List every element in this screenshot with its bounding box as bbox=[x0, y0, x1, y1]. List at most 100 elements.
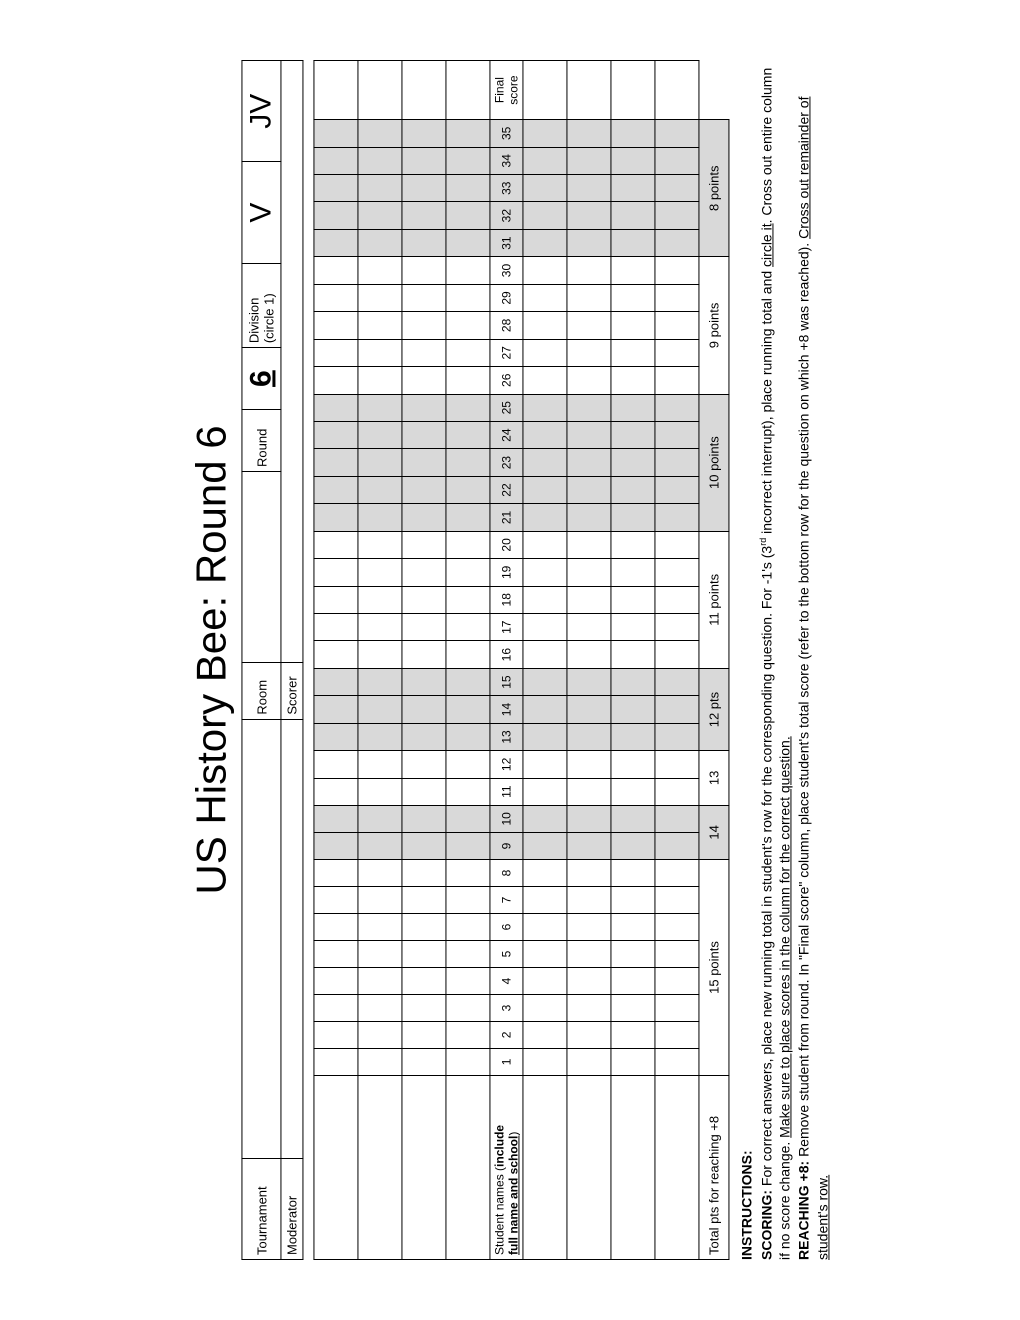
score-cell[interactable] bbox=[523, 559, 567, 586]
score-cell[interactable] bbox=[567, 860, 611, 887]
score-cell[interactable] bbox=[523, 312, 567, 339]
score-cell[interactable] bbox=[446, 994, 490, 1021]
score-cell[interactable] bbox=[402, 312, 446, 339]
score-cell[interactable] bbox=[446, 312, 490, 339]
score-cell[interactable] bbox=[611, 476, 655, 503]
score-cell[interactable] bbox=[314, 641, 358, 668]
score-cell[interactable] bbox=[611, 421, 655, 448]
score-cell[interactable] bbox=[655, 284, 699, 311]
score-cell[interactable] bbox=[655, 805, 699, 832]
score-cell[interactable] bbox=[358, 421, 402, 448]
score-cell[interactable] bbox=[567, 833, 611, 860]
score-cell[interactable] bbox=[314, 751, 358, 778]
score-cell[interactable] bbox=[567, 668, 611, 695]
score-cell[interactable] bbox=[358, 668, 402, 695]
score-cell[interactable] bbox=[402, 751, 446, 778]
final-score-cell[interactable] bbox=[655, 61, 699, 120]
score-cell[interactable] bbox=[446, 586, 490, 613]
score-cell[interactable] bbox=[567, 805, 611, 832]
score-cell[interactable] bbox=[611, 941, 655, 968]
score-cell[interactable] bbox=[314, 586, 358, 613]
score-cell[interactable] bbox=[402, 229, 446, 256]
score-cell[interactable] bbox=[611, 449, 655, 476]
score-cell[interactable] bbox=[567, 586, 611, 613]
score-cell[interactable] bbox=[314, 559, 358, 586]
score-cell[interactable] bbox=[358, 751, 402, 778]
score-cell[interactable] bbox=[523, 257, 567, 284]
score-cell[interactable] bbox=[402, 723, 446, 750]
score-cell[interactable] bbox=[567, 284, 611, 311]
score-cell[interactable] bbox=[402, 202, 446, 229]
score-cell[interactable] bbox=[611, 202, 655, 229]
score-cell[interactable] bbox=[523, 120, 567, 147]
score-cell[interactable] bbox=[655, 312, 699, 339]
score-cell[interactable] bbox=[314, 202, 358, 229]
score-cell[interactable] bbox=[655, 887, 699, 914]
score-cell[interactable] bbox=[567, 339, 611, 366]
student-name-cell[interactable] bbox=[446, 1075, 490, 1259]
tournament-field[interactable] bbox=[242, 719, 281, 1158]
score-cell[interactable] bbox=[358, 559, 402, 586]
score-cell[interactable] bbox=[446, 229, 490, 256]
final-score-cell[interactable] bbox=[314, 61, 358, 120]
score-cell[interactable] bbox=[358, 696, 402, 723]
score-cell[interactable] bbox=[446, 805, 490, 832]
final-score-cell[interactable] bbox=[358, 61, 402, 120]
score-cell[interactable] bbox=[567, 257, 611, 284]
score-cell[interactable] bbox=[446, 751, 490, 778]
score-cell[interactable] bbox=[523, 668, 567, 695]
score-cell[interactable] bbox=[314, 147, 358, 174]
score-cell[interactable] bbox=[523, 967, 567, 994]
moderator-field[interactable] bbox=[281, 719, 303, 1158]
score-cell[interactable] bbox=[358, 229, 402, 256]
score-cell[interactable] bbox=[611, 778, 655, 805]
score-cell[interactable] bbox=[611, 967, 655, 994]
final-score-cell[interactable] bbox=[446, 61, 490, 120]
score-cell[interactable] bbox=[567, 147, 611, 174]
score-cell[interactable] bbox=[655, 994, 699, 1021]
score-cell[interactable] bbox=[314, 941, 358, 968]
score-cell[interactable] bbox=[446, 476, 490, 503]
score-cell[interactable] bbox=[314, 805, 358, 832]
score-cell[interactable] bbox=[523, 586, 567, 613]
score-cell[interactable] bbox=[523, 696, 567, 723]
score-cell[interactable] bbox=[567, 367, 611, 394]
score-cell[interactable] bbox=[446, 175, 490, 202]
score-cell[interactable] bbox=[358, 257, 402, 284]
score-cell[interactable] bbox=[611, 668, 655, 695]
score-cell[interactable] bbox=[655, 641, 699, 668]
score-cell[interactable] bbox=[655, 723, 699, 750]
score-cell[interactable] bbox=[446, 941, 490, 968]
score-cell[interactable] bbox=[611, 641, 655, 668]
student-name-cell[interactable] bbox=[611, 1075, 655, 1259]
score-cell[interactable] bbox=[314, 914, 358, 941]
score-cell[interactable] bbox=[358, 833, 402, 860]
score-cell[interactable] bbox=[655, 751, 699, 778]
score-cell[interactable] bbox=[446, 531, 490, 558]
score-cell[interactable] bbox=[358, 887, 402, 914]
score-cell[interactable] bbox=[314, 668, 358, 695]
score-cell[interactable] bbox=[567, 994, 611, 1021]
score-cell[interactable] bbox=[655, 778, 699, 805]
score-cell[interactable] bbox=[446, 147, 490, 174]
score-cell[interactable] bbox=[655, 504, 699, 531]
scorer-field[interactable] bbox=[281, 61, 303, 663]
score-cell[interactable] bbox=[446, 1021, 490, 1048]
score-cell[interactable] bbox=[402, 914, 446, 941]
score-cell[interactable] bbox=[611, 394, 655, 421]
score-cell[interactable] bbox=[611, 887, 655, 914]
score-cell[interactable] bbox=[314, 696, 358, 723]
score-cell[interactable] bbox=[358, 994, 402, 1021]
score-cell[interactable] bbox=[611, 120, 655, 147]
score-cell[interactable] bbox=[358, 778, 402, 805]
score-cell[interactable] bbox=[314, 284, 358, 311]
score-cell[interactable] bbox=[446, 367, 490, 394]
score-cell[interactable] bbox=[567, 1021, 611, 1048]
score-cell[interactable] bbox=[611, 284, 655, 311]
score-cell[interactable] bbox=[655, 147, 699, 174]
score-cell[interactable] bbox=[358, 531, 402, 558]
score-cell[interactable] bbox=[523, 504, 567, 531]
score-cell[interactable] bbox=[446, 449, 490, 476]
score-cell[interactable] bbox=[523, 476, 567, 503]
score-cell[interactable] bbox=[446, 887, 490, 914]
